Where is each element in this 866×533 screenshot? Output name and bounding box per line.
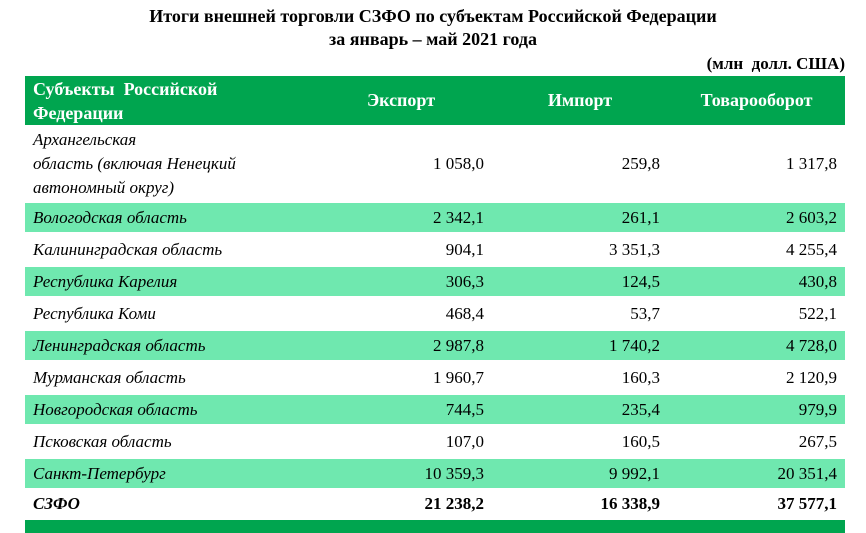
table-row: Республика Карелия 306,3 124,5 430,8 [25, 267, 845, 296]
import-value: 1 740,2 [492, 331, 668, 360]
region-name: Новгородская область [25, 395, 310, 424]
table-row: Новгородская область 744,5 235,4 979,9 [25, 395, 845, 424]
export-value: 744,5 [310, 395, 492, 424]
export-value: 21 238,2 [310, 491, 492, 517]
region-name: Республика Коми [25, 299, 310, 328]
table-row: Псковская область 107,0 160,5 267,5 [25, 427, 845, 456]
page-title: Итоги внешней торговли СЗФО по субъектам… [0, 5, 866, 51]
import-value: 9 992,1 [492, 459, 668, 488]
import-value: 235,4 [492, 395, 668, 424]
table-header: Субъекты Российской Федерации Экспорт Им… [25, 76, 845, 125]
export-value: 306,3 [310, 267, 492, 296]
title-line-2: за январь – май 2021 года [329, 29, 537, 49]
import-value: 124,5 [492, 267, 668, 296]
export-value: 468,4 [310, 299, 492, 328]
export-value: 1 960,7 [310, 363, 492, 392]
turnover-value: 4 255,4 [668, 235, 845, 264]
turnover-value: 37 577,1 [668, 491, 845, 517]
table-row: СЗФО 21 238,2 16 338,9 37 577,1 [25, 491, 845, 517]
table-row: Калининградская область 904,1 3 351,3 4 … [25, 235, 845, 264]
import-value: 160,3 [492, 363, 668, 392]
import-value: 53,7 [492, 299, 668, 328]
export-value: 904,1 [310, 235, 492, 264]
region-name: Псковская область [25, 427, 310, 456]
table-row: Санкт-Петербург 10 359,3 9 992,1 20 351,… [25, 459, 845, 488]
import-value: 16 338,9 [492, 491, 668, 517]
export-value: 2 987,8 [310, 331, 492, 360]
turnover-value: 430,8 [668, 267, 845, 296]
export-value: 10 359,3 [310, 459, 492, 488]
table-row: Республика Коми 468,4 53,7 522,1 [25, 299, 845, 328]
turnover-value: 522,1 [668, 299, 845, 328]
import-value: 160,5 [492, 427, 668, 456]
column-header-import: Импорт [492, 76, 668, 125]
turnover-value: 2 603,2 [668, 203, 845, 232]
column-header-turnover: Товарооборот [668, 76, 845, 125]
column-header-export: Экспорт [310, 76, 492, 125]
title-line-1: Итоги внешней торговли СЗФО по субъектам… [149, 6, 717, 26]
turnover-value: 2 120,9 [668, 363, 845, 392]
region-name: Республика Карелия [25, 267, 310, 296]
region-name: Архангельская область (включая Ненецкий … [25, 128, 310, 200]
table-row: Мурманская область 1 960,7 160,3 2 120,9 [25, 363, 845, 392]
turnover-value: 4 728,0 [668, 331, 845, 360]
table-row: Архангельская область (включая Ненецкий … [25, 128, 845, 200]
turnover-value: 20 351,4 [668, 459, 845, 488]
region-name: Санкт-Петербург [25, 459, 310, 488]
column-header-subjects: Субъекты Российской Федерации [25, 76, 310, 125]
export-value: 2 342,1 [310, 203, 492, 232]
turnover-value: 979,9 [668, 395, 845, 424]
turnover-value: 267,5 [668, 427, 845, 456]
header-row: Субъекты Российской Федерации Экспорт Им… [25, 76, 845, 125]
units-note: (млн долл. США) [706, 54, 845, 73]
bottom-green-bar [25, 520, 845, 533]
table-row: Ленинградская область 2 987,8 1 740,2 4 … [25, 331, 845, 360]
table-body: Архангельская область (включая Ненецкий … [25, 128, 845, 517]
import-value: 259,8 [492, 128, 668, 200]
export-value: 107,0 [310, 427, 492, 456]
trade-table: Субъекты Российской Федерации Экспорт Им… [25, 73, 845, 520]
region-name: Ленинградская область [25, 331, 310, 360]
import-value: 3 351,3 [492, 235, 668, 264]
region-name: Мурманская область [25, 363, 310, 392]
region-name: СЗФО [25, 491, 310, 517]
region-name: Вологодская область [25, 203, 310, 232]
export-value: 1 058,0 [310, 128, 492, 200]
turnover-value: 1 317,8 [668, 128, 845, 200]
import-value: 261,1 [492, 203, 668, 232]
table-row: Вологодская область 2 342,1 261,1 2 603,… [25, 203, 845, 232]
region-name: Калининградская область [25, 235, 310, 264]
